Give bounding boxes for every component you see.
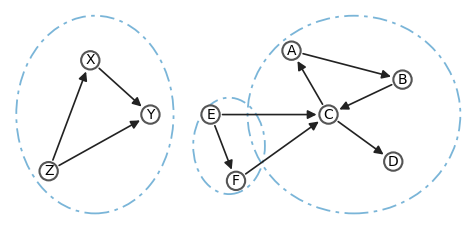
Ellipse shape — [81, 51, 100, 69]
Ellipse shape — [202, 105, 220, 124]
Ellipse shape — [282, 42, 301, 60]
Ellipse shape — [384, 153, 403, 171]
Text: X: X — [85, 53, 95, 67]
Text: C: C — [324, 108, 333, 122]
Text: A: A — [287, 44, 296, 58]
Ellipse shape — [227, 172, 245, 190]
Text: D: D — [388, 154, 399, 169]
Ellipse shape — [393, 70, 412, 89]
Ellipse shape — [40, 162, 58, 180]
Text: Z: Z — [44, 164, 53, 178]
Ellipse shape — [141, 105, 160, 124]
Text: F: F — [232, 174, 240, 188]
Text: E: E — [206, 108, 215, 122]
Text: Y: Y — [146, 108, 155, 122]
Ellipse shape — [320, 105, 337, 124]
Text: B: B — [398, 73, 407, 87]
